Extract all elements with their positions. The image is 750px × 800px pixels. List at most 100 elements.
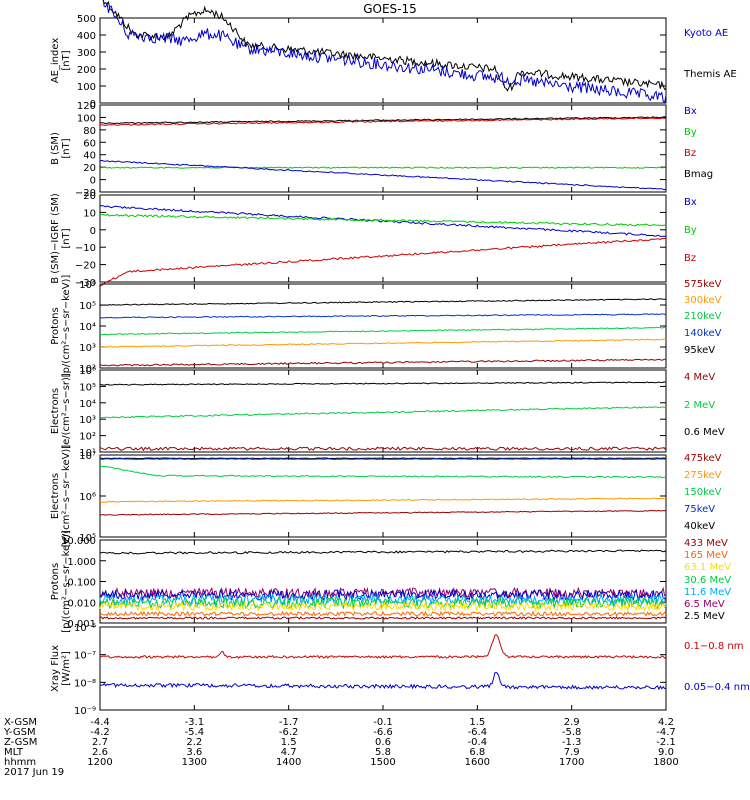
y-tick-label: 10⁶	[79, 366, 96, 377]
legend-entry: 2.5 MeV	[684, 611, 725, 622]
footer-value: -0.1	[373, 717, 393, 728]
y-axis-label-line: [p/(cm²−s−sr−keV)]	[61, 275, 72, 378]
footer-value: 2.6	[92, 747, 108, 758]
legend-entry: 4 MeV	[684, 372, 715, 383]
y-axis-label-line: Protons	[50, 307, 61, 344]
footer-value: -6.2	[279, 727, 299, 738]
footer-value: -2.1	[656, 737, 676, 748]
footer-value: -4.7	[656, 727, 676, 738]
y-tick-label: −10	[75, 243, 96, 254]
series-433mev-low	[99, 616, 667, 620]
legend-entry: 75keV	[684, 504, 715, 515]
legend-entry: Bz	[684, 253, 696, 264]
footer-date: 2017 Jun 19	[4, 767, 64, 778]
series-275kev	[99, 497, 667, 503]
series-bmag	[99, 116, 667, 125]
y-axis-label: AE_index[nT]	[50, 38, 72, 84]
legend-entry: 433 MeV	[684, 538, 728, 549]
legend-entry: 0.1−0.8 nm	[684, 641, 743, 652]
legend-entry: 0.6 MeV	[684, 427, 725, 438]
y-tick-label: −30	[75, 278, 96, 289]
legend-entry: 475keV	[684, 453, 722, 464]
y-tick-label: 0.001	[67, 619, 96, 630]
y-axis-label: B (SM)[nT]	[50, 132, 72, 165]
series-themis-ae	[102, 0, 667, 92]
y-tick-label: 120	[77, 101, 96, 112]
footer-value: 2.9	[564, 717, 580, 728]
legend-entry: 575keV	[684, 279, 722, 290]
y-tick-label: 400	[77, 31, 96, 42]
panel-prot1: 10² 10³ 10⁴ 10⁵ 10⁶ Protons[p/(cm²−s−sr−keV)]…	[50, 275, 722, 378]
legend-entry: By	[684, 127, 697, 138]
legend-entry: 165 MeV	[684, 550, 728, 561]
footer-value: 6.8	[469, 747, 485, 758]
y-tick-label: 10⁵	[79, 301, 96, 312]
legend-entry: Bz	[684, 148, 696, 159]
footer-row-label: Y-GSM	[3, 727, 36, 738]
footer-value: 2.2	[186, 737, 202, 748]
y-axis-label: Electrons[e/(cm²−s−sr)]	[50, 373, 72, 449]
series-0-6mev	[99, 381, 667, 386]
legend-entry: 0.05−0.4 nm	[684, 682, 750, 693]
legend-entry: 95keV	[684, 345, 715, 356]
legend-entry: 150keV	[684, 487, 722, 498]
series-bx	[99, 205, 667, 238]
series-bz	[99, 237, 667, 287]
footer-value: 1700	[559, 757, 584, 768]
y-axis-label-line: Electrons	[50, 473, 61, 519]
legend-entry: 11.6 MeV	[684, 587, 731, 598]
y-tick-label: 500	[77, 14, 96, 25]
footer-value: 1.5	[469, 717, 485, 728]
legend-entry: Bx	[684, 197, 697, 208]
series-165mev	[99, 600, 667, 613]
footer-value: 5.8	[375, 747, 391, 758]
legend-entry: 30.6 MeV	[684, 575, 731, 586]
legend-entry: 63.1 MeV	[684, 562, 731, 573]
series-4mev	[99, 446, 667, 452]
footer-group: X-GSM -4.4 -3.1 -1.7 -0.1 1.5 2.9 4.2 Y-GSM -4.2 -…	[3, 717, 679, 778]
footer-value: 2.7	[92, 737, 108, 748]
y-tick-label: −20	[75, 188, 96, 199]
y-tick-label: 10³	[79, 343, 96, 354]
y-axis-label-line: Protons	[50, 563, 61, 600]
y-tick-label: 10⁶	[79, 492, 96, 503]
y-axis-label: B (SM)−IGRF (SM)[nT]	[50, 193, 72, 284]
y-tick-label: 0.010	[67, 598, 96, 609]
footer-value: 1600	[465, 757, 490, 768]
y-tick-label: 80	[83, 126, 96, 137]
footer-value: 1.5	[281, 737, 297, 748]
footer-value: 4.2	[658, 717, 674, 728]
y-tick-label: 10⁵	[79, 382, 96, 393]
y-tick-label: 10⁵	[79, 533, 96, 544]
y-tick-label: 20	[83, 163, 96, 174]
y-tick-label: 0.100	[67, 578, 96, 589]
y-tick-label: 0	[90, 99, 96, 110]
footer-value: -5.8	[562, 727, 582, 738]
footer-value: -6.4	[468, 727, 488, 738]
y-tick-label: 0	[90, 176, 96, 187]
legend-entry: By	[684, 225, 697, 236]
y-tick-label: −20	[75, 261, 96, 272]
y-axis-label-line: Xray Flux	[50, 645, 61, 692]
y-tick-label: 10²	[79, 364, 96, 375]
y-tick-label: 10⁷	[79, 451, 96, 462]
series-30-6mev	[99, 592, 667, 607]
legend-entry: Themis AE	[683, 69, 737, 80]
y-tick-label: 10⁻⁸	[74, 678, 96, 689]
panel-ae: 0 100 200 300 400 500 AE_index[nT] Kyoto AE Them…	[50, 0, 737, 110]
y-tick-label: 100	[77, 113, 96, 124]
series-xray-short	[99, 671, 667, 691]
y-axis-label-line: [nT]	[61, 138, 72, 158]
y-tick-label: 20	[83, 191, 96, 202]
y-axis-label-line: B (SM)	[50, 132, 61, 165]
panel-elec2: 10⁵ 10⁶ 10⁷ Electrons[e/(cm²−s−sr−keV)] 475k…	[50, 445, 722, 548]
y-tick-label: 10⁻⁶	[74, 623, 96, 634]
y-axis-label-line: B (SM)−IGRF (SM)	[50, 193, 61, 284]
chart-title: GOES-15	[363, 2, 417, 16]
series-475kev	[99, 509, 667, 516]
footer-value: -1.7	[279, 717, 299, 728]
series-95kev	[99, 298, 667, 306]
